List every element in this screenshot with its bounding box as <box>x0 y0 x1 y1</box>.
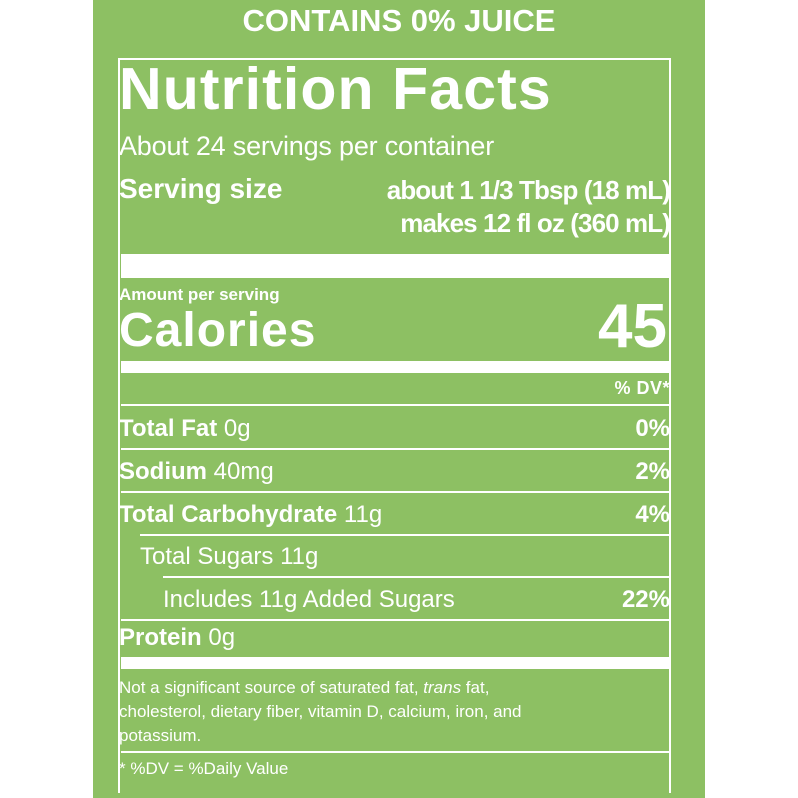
nutrient-dv-total-carbohydrate: 4% <box>635 501 670 528</box>
calories-value: 45 <box>598 292 667 361</box>
nutrient-row-sodium: Sodium 40mg <box>119 460 274 484</box>
thin-rule-3 <box>121 491 670 493</box>
footnote-trans: trans <box>423 678 462 697</box>
dv-footnote: * %DV = %Daily Value <box>119 759 289 778</box>
nutrient-name: Protein <box>119 624 202 651</box>
calories-label: Calories <box>119 304 317 357</box>
thick-rule <box>121 254 670 278</box>
serving-size-amount: about 1 1/3 Tbsp (18 mL) <box>386 175 671 205</box>
thin-rule-2 <box>121 448 670 450</box>
nutrient-row-protein: Protein 0g <box>119 626 235 650</box>
nutrient-dv-sodium: 2% <box>635 458 670 485</box>
nutrient-dv-total-fat: 0% <box>635 415 670 442</box>
nutrition-facts-border <box>118 58 671 793</box>
medium-rule <box>121 361 670 373</box>
nutrient-amount: 40mg <box>213 458 274 485</box>
nutrient-name: Total Fat <box>119 415 218 442</box>
servings-per-container: About 24 servings per container <box>119 131 495 161</box>
nutrient-amount: 11g <box>343 501 383 528</box>
nutrient-row-added-sugars: Includes 11g Added Sugars <box>163 586 455 613</box>
thin-rule-7 <box>121 751 670 753</box>
nutrient-row-total-sugars: Total Sugars 11g <box>140 543 319 570</box>
nutrient-name: Total Carbohydrate <box>119 501 338 528</box>
dv-header: % DV* <box>614 378 670 398</box>
serving-size-label: Serving size <box>119 173 283 204</box>
footnote-text: fat, <box>461 678 490 697</box>
footnote-line-2: cholesterol, dietary fiber, vitamin D, c… <box>119 702 522 721</box>
nutrient-dv-added-sugars: 22% <box>621 586 670 613</box>
serving-size-made: makes 12 fl oz (360 mL) <box>400 208 671 238</box>
nutrient-amount: 0g <box>208 624 236 651</box>
nutrient-row-total-fat: Total Fat 0g <box>119 417 251 441</box>
thin-rule-6 <box>121 619 670 621</box>
footnote-line-1: Not a significant source of saturated fa… <box>119 679 489 696</box>
amount-per-serving: Amount per serving <box>119 285 280 304</box>
bottom-thick-rule <box>121 657 670 669</box>
thin-rule-1 <box>121 404 670 406</box>
juice-banner: CONTAINS 0% JUICE <box>242 3 556 38</box>
thin-rule-4 <box>140 534 670 536</box>
thin-rule-5 <box>163 576 670 578</box>
nutrient-amount: 0g <box>223 415 251 442</box>
footnote-line-3: potassium. <box>119 726 202 745</box>
footnote-text: Not a significant source of saturated fa… <box>119 678 424 697</box>
nutrient-row-total-carbohydrate: Total Carbohydrate 11g <box>119 503 382 527</box>
nutrition-facts-title: Nutrition Facts <box>119 56 552 122</box>
nutrient-name: Sodium <box>119 458 207 485</box>
